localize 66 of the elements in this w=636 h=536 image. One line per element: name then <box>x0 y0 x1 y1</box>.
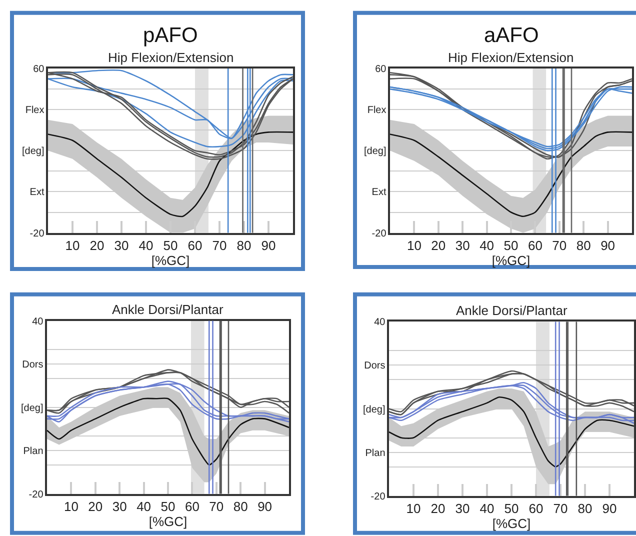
x-axis-title: [%GC] <box>151 253 190 268</box>
x-tick-label: 20 <box>90 238 104 254</box>
x-tick-label: 90 <box>602 501 617 516</box>
x-tick-label: 80 <box>233 499 248 514</box>
x-tick-label: 30 <box>114 238 129 254</box>
y-tick-label: [deg] <box>21 402 44 414</box>
y-tick-label: Plan <box>23 446 44 458</box>
y-tick-label: 40 <box>32 316 44 328</box>
x-tick-label: 70 <box>552 238 567 254</box>
x-tick-label: 80 <box>576 238 591 254</box>
x-tick-label: 40 <box>480 501 494 516</box>
y-tick-label: Plan <box>365 448 386 459</box>
x-tick-label: 40 <box>138 238 154 254</box>
y-tick-label: Dors <box>22 360 44 371</box>
x-tick-label: 50 <box>504 501 519 516</box>
x-tick-label: 10 <box>406 501 421 516</box>
x-tick-label: 90 <box>600 238 616 254</box>
x-tick-label: 60 <box>528 238 542 254</box>
y-tick-label: -20 <box>372 228 387 240</box>
x-tick-label: 40 <box>136 499 152 514</box>
y-tick-label: -20 <box>370 491 386 502</box>
x-axis-title: [%GC] <box>492 516 531 532</box>
y-tick-label: -20 <box>30 228 45 240</box>
x-tick-label: 60 <box>184 499 200 514</box>
x-axis-title: [%GC] <box>492 253 530 268</box>
y-tick-label: [deg] <box>363 404 386 416</box>
x-axis-title: [%GC] <box>148 514 188 530</box>
x-tick-label: 60 <box>528 501 544 516</box>
x-tick-label: 70 <box>212 238 227 254</box>
y-tick-label: Ext <box>30 187 44 198</box>
chart-title: Ankle Dorsi/Plantar <box>456 303 568 318</box>
x-tick-label: 80 <box>578 501 592 516</box>
y-tick-label: [deg] <box>364 146 386 158</box>
x-tick-label: 20 <box>431 238 446 254</box>
x-tick-label: 60 <box>188 238 202 254</box>
x-tick-label: 20 <box>430 501 446 516</box>
x-tick-label: 50 <box>504 238 518 254</box>
y-tick-label: 60 <box>375 64 387 76</box>
x-tick-label: 40 <box>480 238 494 254</box>
x-tick-label: 30 <box>455 501 470 516</box>
y-tick-label: 60 <box>33 64 45 76</box>
chart-title: Ankle Dorsi/Plantar <box>112 302 224 317</box>
chart-title: pAFO <box>143 24 198 47</box>
x-tick-label: 70 <box>553 501 568 516</box>
y-tick-label: Dors <box>364 360 386 372</box>
x-tick-label: 50 <box>160 499 176 514</box>
x-tick-label: 10 <box>65 238 80 254</box>
y-tick-label: Ext <box>372 187 386 198</box>
chart-subtitle: Hip Flexion/Extension <box>108 50 234 65</box>
x-tick-label: 10 <box>406 238 422 254</box>
x-tick-label: 90 <box>258 499 272 514</box>
x-tick-label: 30 <box>455 238 470 254</box>
y-tick-label: [deg] <box>22 146 44 158</box>
x-tick-label: 90 <box>261 238 276 254</box>
x-tick-label: 70 <box>209 499 224 514</box>
x-tick-label: 10 <box>64 499 78 514</box>
chart-subtitle: Hip Flexion/Extension <box>448 50 574 65</box>
x-tick-label: 50 <box>163 238 178 254</box>
x-tick-label: 30 <box>112 499 127 514</box>
y-tick-label: -20 <box>28 489 44 500</box>
y-tick-label: Flex <box>367 105 386 116</box>
y-tick-label: 40 <box>374 317 386 328</box>
y-tick-label: Flex <box>25 105 44 116</box>
x-tick-label: 20 <box>88 499 103 514</box>
chart-title: aAFO <box>484 24 539 47</box>
x-tick-label: 80 <box>236 238 252 254</box>
